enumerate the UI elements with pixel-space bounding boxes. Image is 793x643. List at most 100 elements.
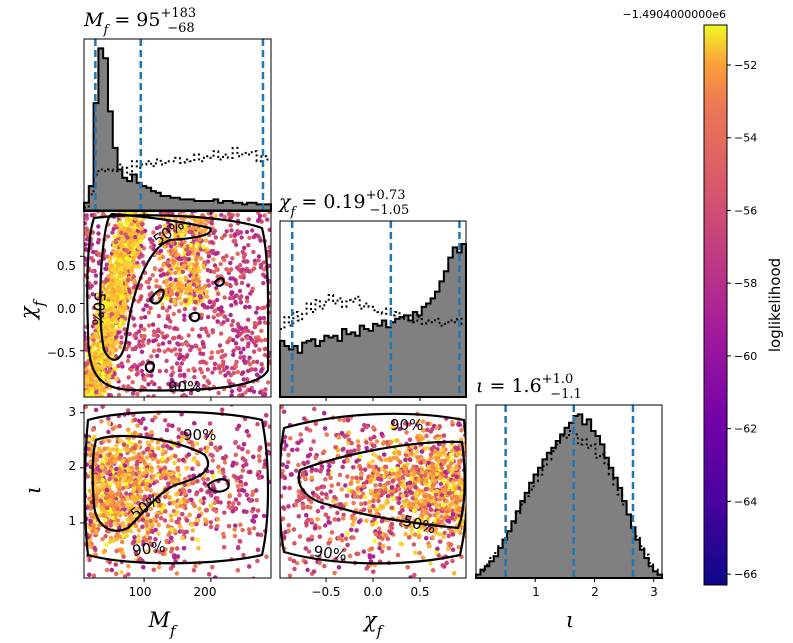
scatter-mf-iota-point [177,580,181,584]
scatter-mf-chif-point [150,273,155,278]
scatter-mf-chif-point [194,255,199,260]
scatter-mf-chif-point [130,380,135,385]
scatter-mf-iota-point [159,475,164,480]
scatter-mf-chif-point [247,235,252,240]
scatter-mf-chif-point [139,349,145,354]
scatter-mf-iota-point [100,405,105,409]
scatter-mf-chif-point [104,262,110,267]
scatter-mf-chif-point [257,217,262,222]
scatter-mf-iota-point [166,481,171,486]
scatter-mf-iota-point [136,483,141,489]
scatter-mf-chif-point [265,380,271,385]
scatter-mf-chif-point [251,389,257,394]
scatter-mf-chif-point [195,382,201,387]
scatter-mf-chif-point [197,286,202,291]
scatter-mf-iota-point [115,518,121,523]
scatter-chif-iota [280,405,466,578]
scatter-mf-chif-point [131,274,137,279]
scatter-mf-chif-point [241,358,247,363]
scatter-mf-chif-point [124,221,129,226]
scatter-mf-chif-point [236,267,242,272]
scatter-mf-iota-point [241,442,247,447]
scatter-mf-iota-point [131,539,137,544]
scatter-mf-chif-point [145,373,150,378]
scatter-mf-chif-point [163,236,168,242]
scatter-mf-iota-point [232,527,237,532]
scatter-mf-iota-point [267,424,271,429]
scatter-mf-chif-point [102,337,108,342]
scatter-mf-iota-point [241,463,246,469]
scatter-mf-chif-point [168,288,174,293]
scatter-mf-iota-point [251,506,256,512]
scatter-mf-chif-point [232,232,238,237]
scatter-mf-chif-point [182,255,187,261]
scatter-mf-chif-point [172,298,177,303]
scatter-mf-chif-point [165,260,170,265]
scatter-mf-iota-point [99,419,104,424]
scatter-mf-chif-point [132,323,137,328]
scatter-mf-chif-point [188,295,193,300]
scatter-mf-chif-point [142,377,147,382]
scatter-mf-chif-point [103,304,109,310]
scatter-mf-chif-point [193,343,198,348]
scatter-mf-iota-point [175,510,180,515]
scatter-mf-chif-point [118,282,124,287]
scatter-mf-chif-point [238,274,243,280]
scatter-mf-chif-point [105,277,110,283]
scatter-mf-chif-point [248,291,253,296]
scatter-mf-chif-point [179,232,184,238]
scatter-mf-chif-point [89,380,94,385]
scatter-mf-iota-point [94,457,100,463]
scatter-mf-chif-point [177,356,182,361]
scatter-mf-chif-point [189,229,194,234]
scatter-mf-iota-point [87,542,92,547]
scatter-mf-chif-point [190,278,196,283]
scatter-mf-chif-point [192,375,197,380]
scatter-mf-chif-point [195,242,200,247]
scatter-mf-iota-point [220,407,225,412]
scatter-mf-iota-point [123,512,129,517]
scatter-mf-iota-point [173,454,178,459]
scatter-mf-iota-point [194,492,199,497]
scatter-mf-iota-point [120,497,125,503]
scatter-mf-chif-point [249,330,255,335]
scatter-mf-iota-point [153,501,158,506]
scatter-mf-iota-point [100,513,106,518]
scatter-mf-iota-point [144,538,149,543]
scatter-mf-chif-point [259,328,264,334]
scatter-mf-chif-point [131,316,136,321]
scatter-mf-chif-point [112,268,117,274]
scatter-mf-iota-point [215,496,220,501]
scatter-mf-iota-point [178,524,183,529]
scatter-mf-iota-point [88,400,92,404]
scatter-mf-chif-point [216,291,221,296]
scatter-mf-chif-point [235,251,240,256]
scatter-mf-chif-point [132,250,137,255]
scatter-mf-chif-point [205,367,210,372]
scatter-mf-iota-point [258,585,262,589]
scatter-mf-chif-point [183,290,189,296]
scatter-mf-chif-point [124,248,129,253]
scatter-mf-chif-point [230,256,235,261]
scatter-mf-chif-point [187,250,192,255]
scatter-mf-chif-point [197,269,202,274]
scatter-mf-chif-point [193,300,198,305]
scatter-mf-chif-point [244,336,250,341]
scatter-mf-chif-point [94,389,99,395]
scatter-mf-chif-point [78,376,82,380]
scatter-mf-chif-point [106,392,112,397]
scatter-mf-chif-point [211,302,216,308]
scatter-mf-iota-point [241,509,247,514]
scatter-mf-iota-point [156,531,161,536]
scatter-mf-iota-point [134,523,139,529]
scatter-mf-iota-point [187,512,192,518]
scatter-mf-chif-point [107,259,113,264]
scatter-mf-chif-point [255,305,260,311]
scatter-mf-iota-point [125,496,130,501]
scatter-mf-iota-point [114,443,119,448]
scatter-mf-chif-point [244,299,250,304]
scatter-mf-chif-point [157,348,162,353]
scatter-mf-chif-point [225,340,230,345]
scatter-mf-chif-point [138,239,144,244]
scatter-mf-chif-point [79,378,83,382]
